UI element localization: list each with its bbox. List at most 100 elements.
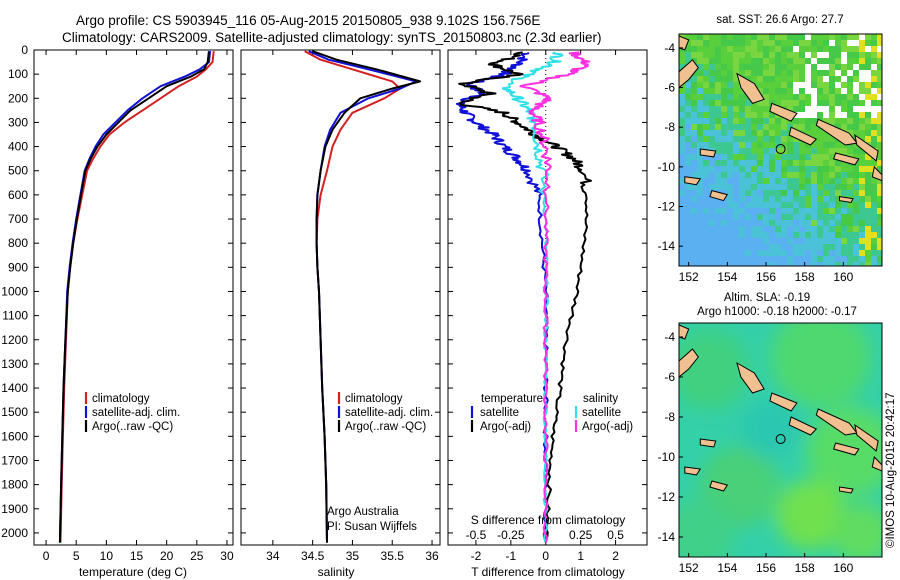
sst-cell xyxy=(721,64,727,70)
sst-cell xyxy=(691,238,697,244)
sst-cell xyxy=(859,220,865,226)
sst-cell xyxy=(709,256,715,262)
sst-cell xyxy=(805,190,811,196)
sst-cell xyxy=(763,118,769,124)
sst-cell xyxy=(793,154,799,160)
sst-cell xyxy=(751,130,757,136)
sst-cell xyxy=(841,172,847,178)
sst-cell xyxy=(781,52,787,58)
sst-cell xyxy=(859,124,865,130)
sst-cell xyxy=(685,52,691,58)
sst-cell xyxy=(703,160,709,166)
island-shape xyxy=(679,35,690,51)
sst-cell xyxy=(871,46,877,52)
sst-cell xyxy=(871,202,877,208)
sst-cell xyxy=(763,106,769,112)
sst-cell xyxy=(781,196,787,202)
sst-cell xyxy=(859,202,865,208)
sst-cell xyxy=(793,202,799,208)
sst-cell xyxy=(739,250,745,256)
sst-cell xyxy=(703,244,709,250)
sst-cell xyxy=(751,58,757,64)
sst-cell xyxy=(787,64,793,70)
sst-cell xyxy=(841,70,847,76)
sst-cell xyxy=(781,130,787,136)
sst-cell xyxy=(787,82,793,88)
sst-cell xyxy=(775,262,781,266)
sst-cell xyxy=(679,178,685,184)
depth-tick-label: 1200 xyxy=(1,333,28,347)
sst-cell xyxy=(757,172,763,178)
sst-cell xyxy=(847,82,853,88)
sst-cell xyxy=(739,226,745,232)
lat-tick-label: -8 xyxy=(664,410,675,424)
xtick-label: 0 xyxy=(43,549,50,563)
sst-cell xyxy=(871,34,877,40)
sst-cell xyxy=(757,82,763,88)
sst-cell xyxy=(841,214,847,220)
sst-cell xyxy=(745,202,751,208)
sst-cell xyxy=(733,148,739,154)
sst-cell xyxy=(805,64,811,70)
sst-cell xyxy=(679,52,685,58)
s-diff-tick-label: 0.25 xyxy=(569,528,593,542)
sst-cell xyxy=(805,202,811,208)
sst-cell xyxy=(727,100,733,106)
sst-cell xyxy=(745,142,751,148)
sst-cell xyxy=(745,196,751,202)
sst-cell xyxy=(877,76,882,82)
sst-cell xyxy=(829,202,835,208)
sst-cell xyxy=(805,184,811,190)
sst-cell xyxy=(721,136,727,142)
sst-cell xyxy=(703,202,709,208)
sla-map: 152 154 156 158 160 -4 -6 -8 -10 -12 -14 xyxy=(658,323,882,575)
island-shape xyxy=(709,189,729,202)
sst-cell xyxy=(733,190,739,196)
sst-cell xyxy=(829,238,835,244)
sst-cell xyxy=(823,46,829,52)
sst-cell xyxy=(877,208,882,214)
sst-cell xyxy=(853,250,859,256)
sst-cell xyxy=(823,118,829,124)
sst-cell xyxy=(679,94,685,100)
sst-cell xyxy=(715,244,721,250)
sst-cell xyxy=(787,100,793,106)
sst-cell xyxy=(835,160,841,166)
sst-cell xyxy=(877,70,882,76)
sst-cell xyxy=(697,94,703,100)
sst-cell xyxy=(811,214,817,220)
sst-cell xyxy=(805,40,811,46)
sst-cell xyxy=(865,130,871,136)
sst-cell xyxy=(799,262,805,266)
sst-cell xyxy=(817,88,823,94)
sst-cell xyxy=(691,94,697,100)
sst-cell xyxy=(835,34,841,40)
sst-cell xyxy=(691,226,697,232)
legend-label-t-satellite: satellite xyxy=(480,407,519,419)
sst-cell xyxy=(745,166,751,172)
sst-cell xyxy=(847,58,853,64)
sst-cell xyxy=(769,94,775,100)
sst-cell xyxy=(721,154,727,160)
sst-cell xyxy=(775,172,781,178)
sst-cell xyxy=(805,88,811,94)
sst-cell xyxy=(853,34,859,40)
sst-cell xyxy=(859,100,865,106)
sst-cell xyxy=(709,94,715,100)
sst-cell xyxy=(751,202,757,208)
depth-tick-label: 1300 xyxy=(1,357,28,371)
sst-cell xyxy=(685,196,691,202)
sst-cell xyxy=(859,52,865,58)
sst-cell xyxy=(781,148,787,154)
sst-cell xyxy=(865,190,871,196)
sst-cell xyxy=(721,184,727,190)
sst-cell xyxy=(823,154,829,160)
sst-cell xyxy=(853,154,859,160)
sst-cell xyxy=(685,160,691,166)
sst-cell xyxy=(691,142,697,148)
sst-cell xyxy=(823,70,829,76)
sst-cell xyxy=(727,148,733,154)
sst-cell xyxy=(823,250,829,256)
sst-cell xyxy=(847,100,853,106)
sst-cell xyxy=(817,136,823,142)
